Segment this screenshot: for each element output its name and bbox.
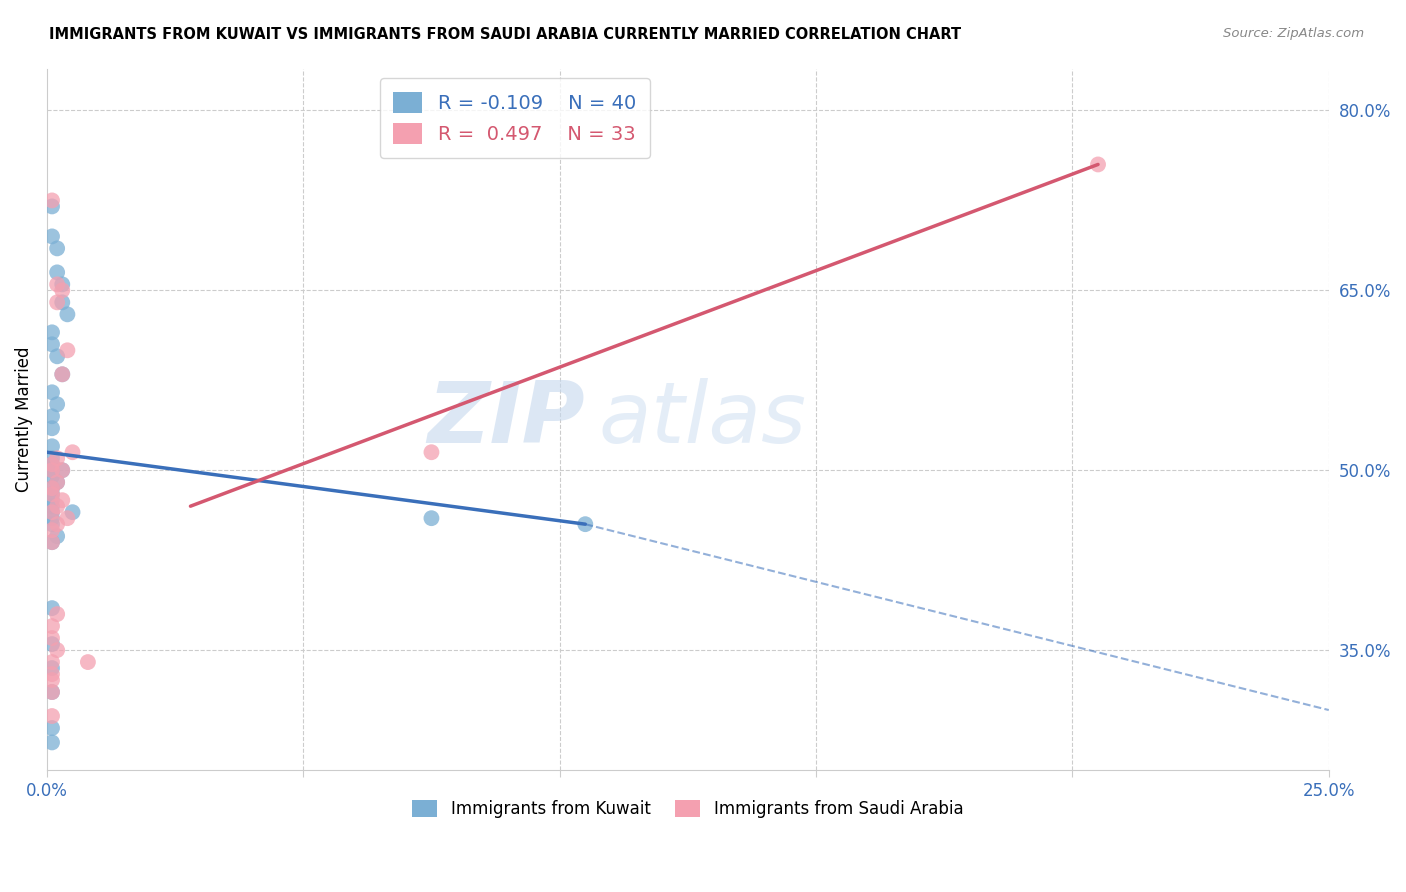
Text: atlas: atlas [598,377,806,461]
Point [46,277,69,292]
Point [41,199,63,213]
Point [46,451,69,466]
Text: Source: ZipAtlas.com: Source: ZipAtlas.com [1223,27,1364,40]
Point [51,368,73,382]
Point [41,457,63,471]
Point [41,463,63,477]
Point [1087,157,1109,171]
Point [41,535,63,549]
Point [46,349,69,363]
Point [41,499,63,513]
Point [41,667,63,681]
Point [41,735,63,749]
Point [41,685,63,699]
Y-axis label: Currently Married: Currently Married [15,346,32,492]
Point [56,511,79,525]
Point [41,709,63,723]
Point [41,385,63,400]
Point [41,601,63,615]
Legend: Immigrants from Kuwait, Immigrants from Saudi Arabia: Immigrants from Kuwait, Immigrants from … [405,793,970,825]
Point [51,277,73,292]
Point [41,326,63,340]
Point [41,469,63,483]
Point [51,295,73,310]
Point [41,409,63,424]
Point [46,517,69,532]
Point [41,631,63,645]
Point [41,481,63,495]
Point [41,673,63,687]
Point [46,643,69,657]
Point [41,685,63,699]
Point [46,499,69,513]
Point [420,445,443,459]
Point [56,343,79,358]
Point [41,517,63,532]
Point [41,451,63,466]
Point [41,661,63,675]
Point [51,368,73,382]
Point [420,511,443,525]
Point [41,505,63,519]
Point [51,284,73,298]
Point [574,517,596,532]
Point [41,523,63,537]
Point [41,229,63,244]
Point [41,421,63,435]
Point [41,457,63,471]
Point [41,505,63,519]
Point [51,463,73,477]
Point [46,529,69,543]
Point [77,655,100,669]
Point [41,637,63,651]
Point [51,463,73,477]
Point [51,493,73,508]
Point [46,241,69,255]
Point [62,505,84,519]
Point [62,445,84,459]
Point [41,511,63,525]
Point [46,295,69,310]
Point [41,481,63,495]
Text: IMMIGRANTS FROM KUWAIT VS IMMIGRANTS FROM SAUDI ARABIA CURRENTLY MARRIED CORRELA: IMMIGRANTS FROM KUWAIT VS IMMIGRANTS FRO… [49,27,962,42]
Point [41,493,63,508]
Point [46,475,69,490]
Text: ZIP: ZIP [427,377,585,461]
Point [46,397,69,411]
Point [41,655,63,669]
Point [46,607,69,621]
Point [41,337,63,351]
Point [41,619,63,633]
Point [46,475,69,490]
Point [41,463,63,477]
Point [41,535,63,549]
Point [56,307,79,321]
Point [41,194,63,208]
Point [41,487,63,501]
Point [41,487,63,501]
Point [41,721,63,735]
Point [46,265,69,279]
Point [41,439,63,453]
